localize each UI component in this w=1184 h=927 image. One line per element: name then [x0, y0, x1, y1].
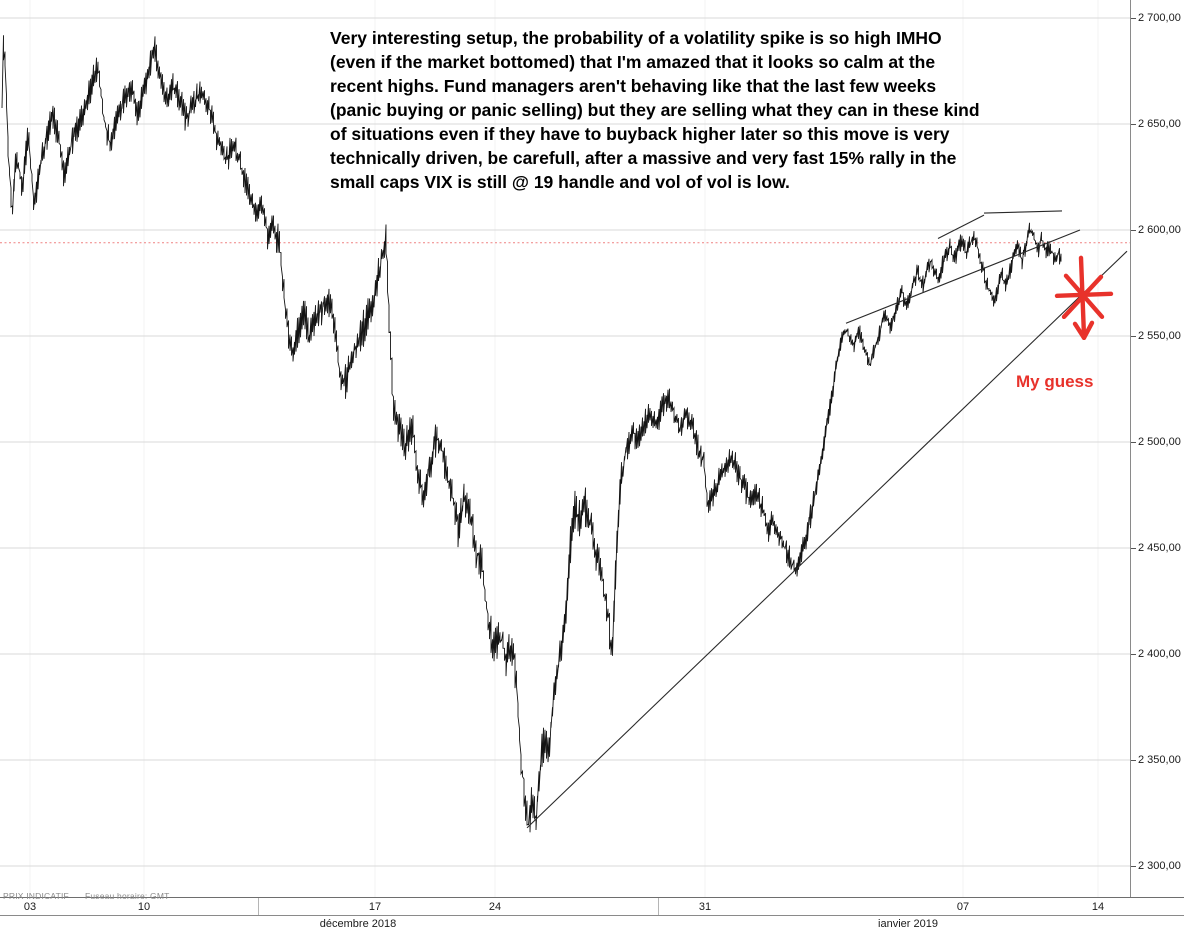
- price-tick-label: 2 450,00: [1138, 541, 1181, 554]
- price-axis-tick: [1131, 654, 1136, 655]
- my-guess-label[interactable]: My guess: [1016, 372, 1094, 391]
- analyst-note-line: Very interesting setup, the probability …: [330, 28, 942, 48]
- analyst-note[interactable]: Very interesting setup, the probability …: [330, 26, 980, 194]
- time-axis-divider: [0, 915, 1184, 916]
- day-tick-label: 10: [137, 901, 151, 913]
- trendline-drawing[interactable]: [526, 250, 1128, 829]
- price-axis-tick: [1131, 442, 1136, 443]
- day-tick-label: 24: [488, 901, 502, 913]
- day-tick-label: 14: [1091, 901, 1105, 913]
- spike-stroke: [1081, 320, 1095, 341]
- analyst-note-line: (panic buying or panic selling) but they…: [330, 100, 980, 120]
- time-axis-separator: [258, 898, 259, 915]
- price-axis-tick: [1131, 548, 1136, 549]
- price-axis-tick: [1131, 866, 1136, 867]
- price-axis-tick: [1131, 124, 1136, 125]
- price-tick-label: 2 550,00: [1138, 329, 1181, 342]
- analyst-note-line: of situations even if they have to buyba…: [330, 124, 950, 144]
- price-tick-label: 2 600,00: [1138, 223, 1181, 236]
- time-axis-separator: [658, 898, 659, 915]
- price-tick-label: 2 400,00: [1138, 647, 1181, 660]
- time-axis[interactable]: 03 10 17 24 31 07 14 décembre 2018 janvier 2019: [0, 897, 1184, 927]
- price-axis-tick: [1131, 18, 1136, 19]
- price-tick-label: 2 500,00: [1138, 435, 1181, 448]
- day-tick-label: 17: [368, 901, 382, 913]
- chart-footer: PRIX INDICATIF Fuseau horaire: GMT: [3, 891, 186, 901]
- analyst-note-line: recent highs. Fund managers aren't behav…: [330, 76, 937, 96]
- price-tick-label: 2 650,00: [1138, 117, 1181, 130]
- trendline-drawing[interactable]: [937, 214, 985, 239]
- price-tick-label: 2 350,00: [1138, 753, 1181, 766]
- price-series: [1, 35, 1062, 833]
- volatility-spike-drawing[interactable]: [1054, 255, 1114, 341]
- spike-stroke: [1061, 274, 1104, 320]
- price-axis-tick: [1131, 336, 1136, 337]
- month-label: décembre 2018: [319, 918, 397, 927]
- month-label: janvier 2019: [878, 918, 938, 927]
- analyst-note-line: small caps VIX is still @ 19 handle and …: [330, 172, 790, 192]
- day-tick-label: 03: [23, 901, 37, 913]
- day-tick-label: 07: [956, 901, 970, 913]
- price-tick-label: 2 700,00: [1138, 11, 1181, 24]
- spike-stroke: [1072, 321, 1087, 341]
- day-tick-label: 31: [698, 901, 712, 913]
- price-chart-canvas[interactable]: [0, 0, 1130, 897]
- trendline-drawing[interactable]: [983, 210, 1063, 214]
- analyst-note-line: technically driven, be carefull, after a…: [330, 148, 957, 168]
- trendline-drawing[interactable]: [845, 229, 1081, 324]
- price-axis[interactable]: 2 700,00 2 650,00 2 600,00 2 550,00 2 500,00…: [1130, 0, 1184, 897]
- price-axis-tick: [1131, 760, 1136, 761]
- price-axis-tick: [1131, 230, 1136, 231]
- price-tick-label: 2 300,00: [1138, 859, 1181, 872]
- indicative-price-label: PRIX INDICATIF: [3, 891, 69, 901]
- analyst-note-line: (even if the market bottomed) that I'm a…: [330, 52, 936, 72]
- timezone-label: Fuseau horaire: GMT: [84, 891, 170, 901]
